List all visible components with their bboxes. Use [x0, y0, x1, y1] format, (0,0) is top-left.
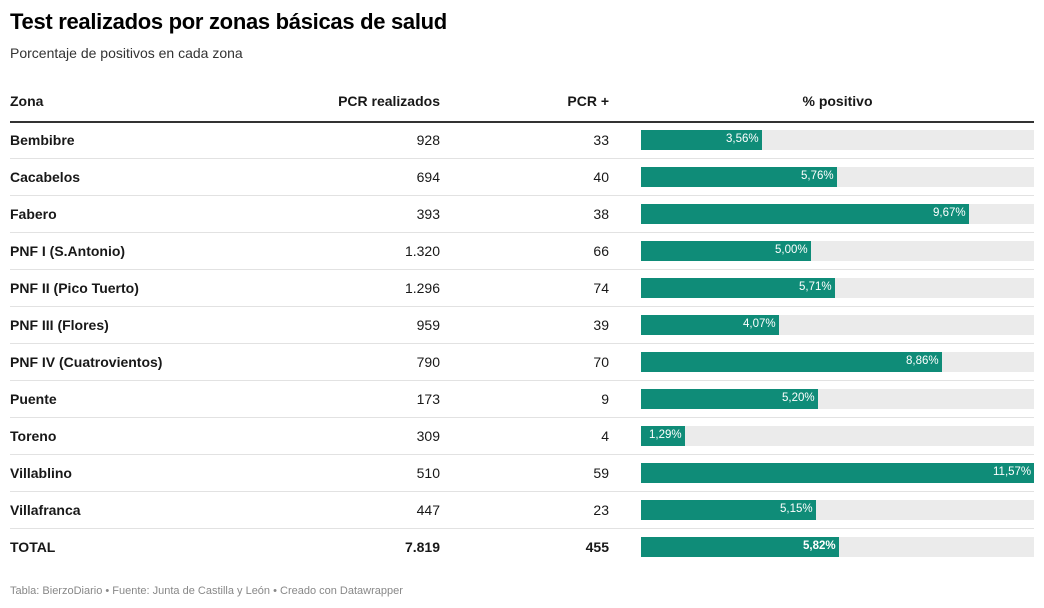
bar-value-label: 5,15% [780, 503, 813, 515]
cell-zona: PNF III (Flores) [10, 317, 109, 333]
cell-pcr-positivos: 455 [585, 539, 609, 555]
table-row: PNF I (S.Antonio) 1.320 66 5,00% [10, 233, 1034, 270]
bar-track: 5,82% [641, 537, 1034, 557]
bar-track: 3,56% [641, 130, 1034, 150]
bar-fill [641, 463, 1034, 483]
bar-fill [641, 278, 835, 298]
footer-credits: Tabla: BierzoDiario • Fuente: Junta de C… [10, 585, 403, 597]
bar-value-label: 5,71% [799, 281, 832, 293]
cell-pcr-realizados: 959 [416, 317, 440, 333]
cell-pcr-positivos: 66 [593, 243, 609, 259]
table-row-total: TOTAL 7.819 455 5,82% [10, 529, 1034, 565]
table-row: Bembibre 928 33 3,56% [10, 122, 1034, 159]
bar-value-label: 11,57% [993, 466, 1032, 478]
header-pcr-positivos[interactable]: PCR + [567, 93, 609, 109]
cell-zona: PNF II (Pico Tuerto) [10, 280, 139, 296]
bar-value-label: 5,20% [782, 392, 815, 404]
cell-pcr-positivos: 38 [593, 206, 609, 222]
bar-fill [641, 426, 685, 446]
table-row: PNF II (Pico Tuerto) 1.296 74 5,71% [10, 270, 1034, 307]
header-pct-positivo[interactable]: % positivo [802, 93, 873, 109]
chart-title: Test realizados por zonas básicas de sal… [10, 9, 447, 34]
cell-pcr-realizados: 1.296 [404, 280, 440, 296]
bar-fill [641, 241, 811, 261]
bar-fill [641, 352, 942, 372]
bar-track: 8,86% [641, 352, 1034, 372]
cell-zona: Fabero [10, 206, 57, 222]
bar-track: 4,07% [641, 315, 1034, 335]
bar-value-label: 3,56% [726, 133, 759, 145]
cell-pcr-positivos: 33 [593, 132, 609, 148]
bar-fill [641, 204, 969, 224]
table-row: Villablino 510 59 11,57% [10, 455, 1034, 492]
cell-zona: PNF IV (Cuatrovientos) [10, 354, 163, 370]
cell-zona: Toreno [10, 428, 57, 444]
cell-pcr-realizados: 694 [416, 169, 440, 185]
table-row: Villafranca 447 23 5,15% [10, 492, 1034, 529]
bar-fill [641, 389, 818, 409]
bar-track: 5,15% [641, 500, 1034, 520]
cell-pcr-positivos: 9 [601, 391, 609, 407]
cell-pcr-realizados: 393 [416, 206, 440, 222]
header-pcr-realizados[interactable]: PCR realizados [338, 93, 440, 109]
bar-track: 5,00% [641, 241, 1034, 261]
bar-value-label: 9,67% [933, 207, 966, 219]
cell-zona: Cacabelos [10, 169, 81, 185]
bar-track: 5,76% [641, 167, 1034, 187]
table-row: Cacabelos 694 40 5,76% [10, 159, 1034, 196]
bar-value-label: 5,82% [803, 540, 836, 552]
bar-track: 1,29% [641, 426, 1034, 446]
cell-pcr-positivos: 74 [593, 280, 609, 296]
bar-fill [641, 500, 816, 520]
table-row: PNF III (Flores) 959 39 4,07% [10, 307, 1034, 344]
bar-fill [641, 315, 779, 335]
cell-pcr-realizados: 7.819 [404, 539, 440, 555]
cell-zona: PNF I (S.Antonio) [10, 243, 126, 259]
bar-track: 11,57% [641, 463, 1034, 483]
bar-value-label: 4,07% [743, 318, 776, 330]
cell-pcr-positivos: 70 [593, 354, 609, 370]
table-header: Zona PCR realizados PCR + % positivo [10, 88, 1034, 123]
cell-zona: Villafranca [10, 502, 81, 518]
bar-track: 5,20% [641, 389, 1034, 409]
table-body: Bembibre 928 33 3,56% Cacabelos 694 40 5,76% Fab… [10, 122, 1034, 565]
cell-pcr-realizados: 309 [416, 428, 440, 444]
cell-pcr-realizados: 928 [416, 132, 440, 148]
table-row: Fabero 393 38 9,67% [10, 196, 1034, 233]
cell-zona: TOTAL [10, 539, 56, 555]
cell-pcr-positivos: 39 [593, 317, 609, 333]
bar-track: 9,67% [641, 204, 1034, 224]
cell-pcr-realizados: 790 [416, 354, 440, 370]
bar-value-label: 5,76% [801, 170, 834, 182]
bar-fill [641, 537, 839, 557]
cell-zona: Puente [10, 391, 57, 407]
cell-pcr-positivos: 40 [593, 169, 609, 185]
bar-value-label: 1,29% [649, 429, 682, 441]
cell-pcr-realizados: 510 [416, 465, 440, 481]
chart-subtitle: Porcentaje de positivos en cada zona [10, 45, 243, 61]
cell-pcr-positivos: 4 [601, 428, 609, 444]
bar-fill [641, 167, 837, 187]
cell-pcr-realizados: 447 [416, 502, 440, 518]
table-row: Toreno 309 4 1,29% [10, 418, 1034, 455]
bar-value-label: 5,00% [775, 244, 808, 256]
cell-pcr-positivos: 23 [593, 502, 609, 518]
bar-fill [641, 130, 762, 150]
cell-pcr-positivos: 59 [593, 465, 609, 481]
header-zona[interactable]: Zona [10, 93, 44, 109]
cell-zona: Villablino [10, 465, 72, 481]
cell-zona: Bembibre [10, 132, 75, 148]
cell-pcr-realizados: 1.320 [404, 243, 440, 259]
bar-value-label: 8,86% [906, 355, 939, 367]
cell-pcr-realizados: 173 [416, 391, 440, 407]
bar-track: 5,71% [641, 278, 1034, 298]
table-row: Puente 173 9 5,20% [10, 381, 1034, 418]
table-row: PNF IV (Cuatrovientos) 790 70 8,86% [10, 344, 1034, 381]
